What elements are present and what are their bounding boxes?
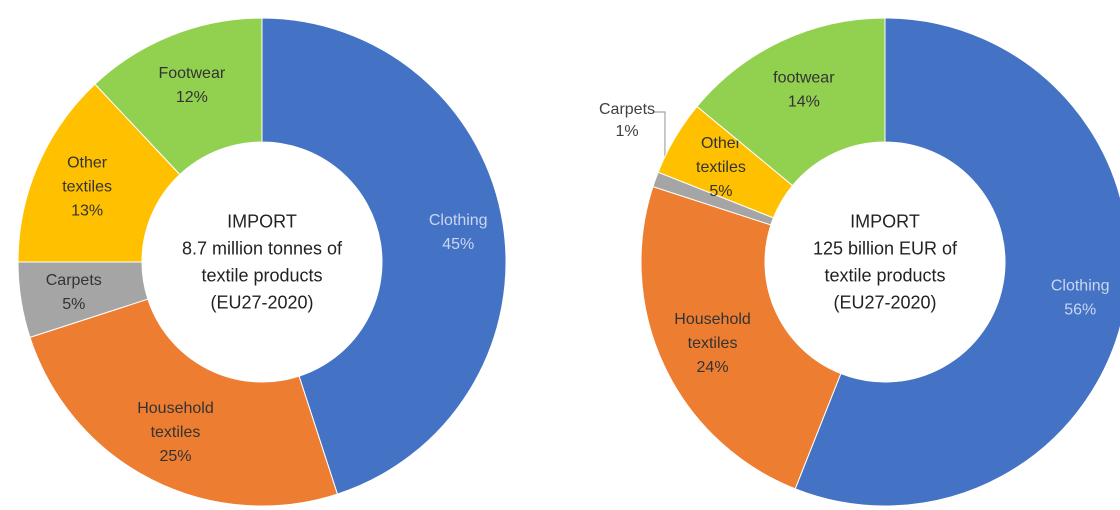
label-clothing: Clothing 45% bbox=[429, 212, 488, 253]
donut-chart-2: Clothing 56% Household textiles 24% Carpets 1%… bbox=[599, 17, 1120, 507]
label-footwear: Footwear 12% bbox=[158, 65, 225, 106]
slice-clothing bbox=[794, 17, 1120, 507]
slice-clothing bbox=[261, 17, 507, 495]
center-label: IMPORT 125 billion EUR of textile products… bbox=[813, 212, 958, 313]
center-label: IMPORT 8.7 million tonnes of textile produ… bbox=[182, 212, 343, 313]
label-household: Household textiles 24% bbox=[674, 311, 751, 376]
slice-household bbox=[640, 185, 842, 490]
slice-other bbox=[17, 83, 181, 263]
label-clothing: Clothing 56% bbox=[1051, 278, 1110, 319]
label-carpets: Carpets 5% bbox=[46, 272, 102, 313]
donut-chart-1: Clothing 45% Household textiles 25% Carpets 5%… bbox=[17, 17, 507, 507]
slice-footwear bbox=[94, 17, 263, 176]
label-carpets: Carpets 1% bbox=[599, 101, 655, 140]
label-household: Household textiles 25% bbox=[137, 400, 214, 465]
label-other: Other textiles 13% bbox=[62, 154, 112, 219]
slice-footwear bbox=[696, 17, 886, 187]
label-other: Other textiles 5% bbox=[696, 135, 746, 200]
slice-household bbox=[29, 298, 339, 507]
label-footwear: footwear 14% bbox=[773, 70, 835, 111]
